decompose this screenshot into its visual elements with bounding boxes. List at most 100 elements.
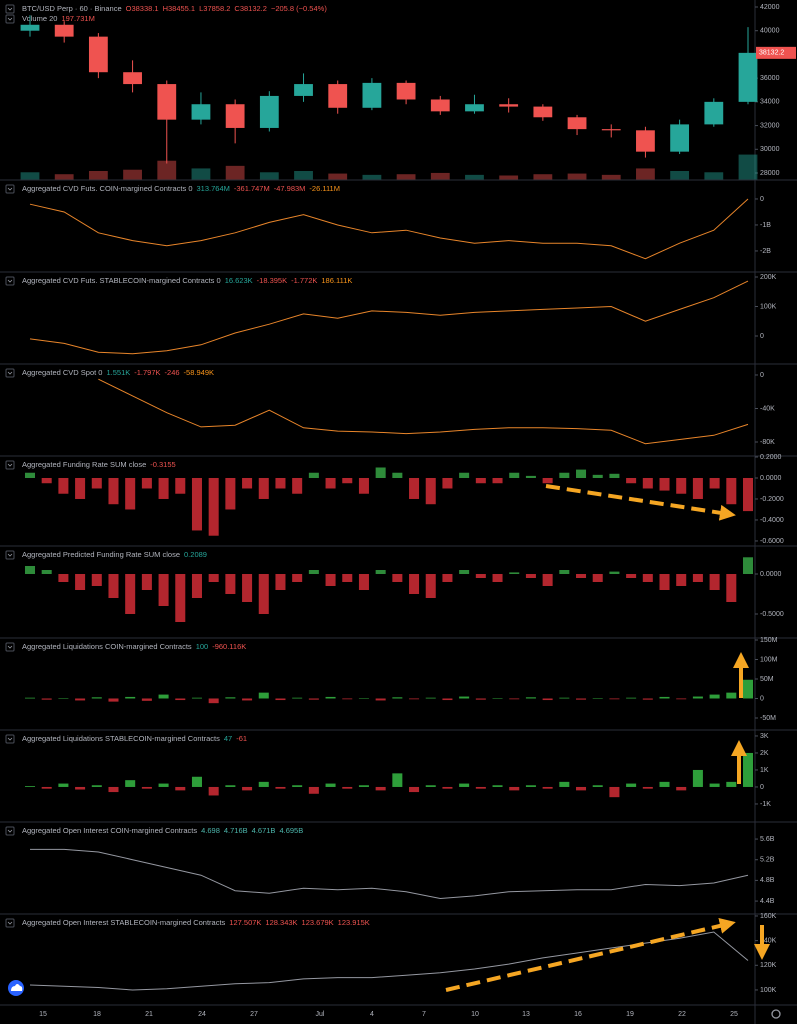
legend-value: 123.679K (302, 918, 334, 927)
pane-title: Aggregated Predicted Funding Rate SUM cl… (22, 550, 180, 559)
legend-value: -58.949K (184, 368, 214, 377)
histogram-bar (592, 574, 603, 582)
histogram-bar (576, 469, 587, 478)
histogram-bar (576, 786, 587, 791)
histogram-bar (358, 785, 369, 787)
histogram-bar (392, 472, 403, 478)
histogram-bar (442, 477, 453, 489)
histogram-bar (709, 694, 720, 699)
histogram-bar (308, 472, 319, 478)
y-tick-label: 100M (760, 656, 778, 663)
histogram-bar (442, 574, 453, 582)
chevron (7, 463, 13, 467)
histogram-bar (125, 574, 136, 614)
x-tick-label: 4 (370, 1011, 374, 1018)
series-line (29, 198, 749, 260)
volume-bar (191, 168, 211, 180)
collapse-button (5, 368, 15, 378)
volume-bar (499, 175, 519, 180)
histogram-bar (509, 472, 520, 478)
legend-value: 123.915K (338, 918, 370, 927)
candle-body (54, 24, 74, 37)
candle-body (430, 99, 450, 112)
y-tick-label: 28000 (760, 170, 780, 177)
histogram-bar (292, 477, 303, 494)
legend-value: 313.764M (197, 184, 230, 193)
legend-value: 128.343K (265, 918, 297, 927)
histogram-bar (525, 475, 536, 478)
histogram-bar (642, 698, 653, 700)
legend-value: 4.716B (224, 826, 248, 835)
pane-title: Aggregated Liquidations COIN-margined Co… (22, 642, 192, 651)
x-tick-label: 22 (678, 1011, 686, 1018)
histogram-bar (141, 574, 152, 590)
histogram-bar (742, 752, 754, 787)
y-tick-label: 42000 (760, 4, 780, 11)
pane-title: Aggregated CVD Spot 0 (22, 368, 102, 377)
collapse-button (5, 276, 15, 286)
histogram-bar (525, 574, 536, 578)
histogram-bar (459, 570, 470, 574)
histogram-bar (459, 696, 470, 699)
volume-bar (465, 174, 484, 180)
legend-value: -47.983M (274, 184, 306, 193)
gear-icon[interactable] (771, 1009, 781, 1019)
y-tick-label: -40K (760, 405, 775, 412)
histogram-bar (659, 781, 670, 787)
pane-legend: Aggregated Open Interest COIN-margined C… (22, 826, 303, 835)
histogram-bar (242, 698, 253, 701)
collapse-button (5, 642, 15, 652)
histogram-bar (208, 698, 219, 704)
histogram-bar (358, 574, 369, 590)
histogram-bar (692, 696, 703, 699)
histogram-bar (91, 697, 102, 699)
histogram-bar (726, 692, 737, 699)
histogram-bar (58, 698, 69, 699)
histogram-bar (475, 698, 486, 700)
annotations (445, 484, 770, 992)
histogram-bar (191, 697, 202, 699)
histogram-bar (559, 697, 570, 699)
histogram-bar (525, 697, 536, 699)
collapse-button (5, 14, 15, 24)
histogram-bar (24, 786, 36, 787)
histogram-bar (292, 697, 303, 699)
y-tick-label: 36000 (760, 75, 780, 82)
histogram-bar (375, 570, 386, 574)
series-line (30, 848, 749, 900)
legend-value: 4.695B (279, 826, 303, 835)
histogram-bar (626, 783, 637, 787)
legend-value: 4.671B (252, 826, 276, 835)
y-tick-label: 100K (760, 987, 777, 994)
histogram-bar (542, 574, 553, 586)
histogram-bar (191, 477, 202, 531)
y-tick-label: -2B (760, 248, 771, 255)
histogram-bar (91, 785, 102, 787)
candle-body (362, 82, 382, 108)
candle-body (499, 104, 519, 107)
x-tick-label: 18 (93, 1011, 101, 1018)
settings-button[interactable] (771, 1009, 781, 1019)
histogram-bar (75, 786, 86, 790)
histogram-bar (108, 477, 119, 505)
volume-bar (430, 172, 450, 180)
histogram-bar (709, 783, 720, 787)
histogram-bar (475, 574, 486, 578)
histogram-bar (175, 698, 186, 701)
histogram-bar (242, 477, 253, 489)
histogram-bar (742, 557, 754, 574)
histogram-bar (108, 698, 119, 702)
y-tick-label: 0 (760, 784, 764, 791)
x-tick-label: 27 (250, 1011, 258, 1018)
histogram-bar (542, 698, 553, 701)
pane-legend: Aggregated Open Interest STABLECOIN-marg… (22, 918, 370, 927)
histogram-bar (91, 574, 102, 586)
histogram-bar (692, 769, 703, 787)
histogram-bar (409, 574, 420, 594)
histogram-bar (125, 780, 136, 787)
y-tick-label: 30000 (760, 146, 780, 153)
legend-value: 127.507K (229, 918, 261, 927)
histogram-bar (509, 572, 520, 574)
collapse-button (5, 4, 15, 14)
